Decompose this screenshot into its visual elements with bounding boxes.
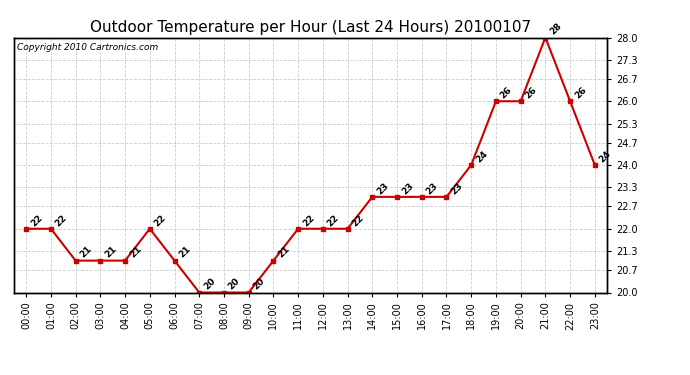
Text: 21: 21 xyxy=(177,244,193,260)
Text: 23: 23 xyxy=(375,181,391,196)
Text: 22: 22 xyxy=(54,213,69,228)
Text: 20: 20 xyxy=(251,277,266,292)
Text: 24: 24 xyxy=(474,149,489,164)
Text: 21: 21 xyxy=(276,244,291,260)
Text: 26: 26 xyxy=(524,85,539,100)
Text: 23: 23 xyxy=(400,181,415,196)
Text: 21: 21 xyxy=(103,244,118,260)
Text: 22: 22 xyxy=(326,213,341,228)
Text: 23: 23 xyxy=(449,181,464,196)
Text: 21: 21 xyxy=(79,244,94,260)
Text: 22: 22 xyxy=(351,213,366,228)
Text: 26: 26 xyxy=(499,85,514,100)
Text: 21: 21 xyxy=(128,244,143,260)
Text: 26: 26 xyxy=(573,85,588,100)
Title: Outdoor Temperature per Hour (Last 24 Hours) 20100107: Outdoor Temperature per Hour (Last 24 Ho… xyxy=(90,20,531,35)
Text: 20: 20 xyxy=(227,277,242,292)
Text: 28: 28 xyxy=(548,21,563,37)
Text: 22: 22 xyxy=(301,213,316,228)
Text: 24: 24 xyxy=(598,149,613,164)
Text: 23: 23 xyxy=(424,181,440,196)
Text: Copyright 2010 Cartronics.com: Copyright 2010 Cartronics.com xyxy=(17,43,158,52)
Text: 22: 22 xyxy=(29,213,44,228)
Text: 22: 22 xyxy=(152,213,168,228)
Text: 20: 20 xyxy=(202,277,217,292)
